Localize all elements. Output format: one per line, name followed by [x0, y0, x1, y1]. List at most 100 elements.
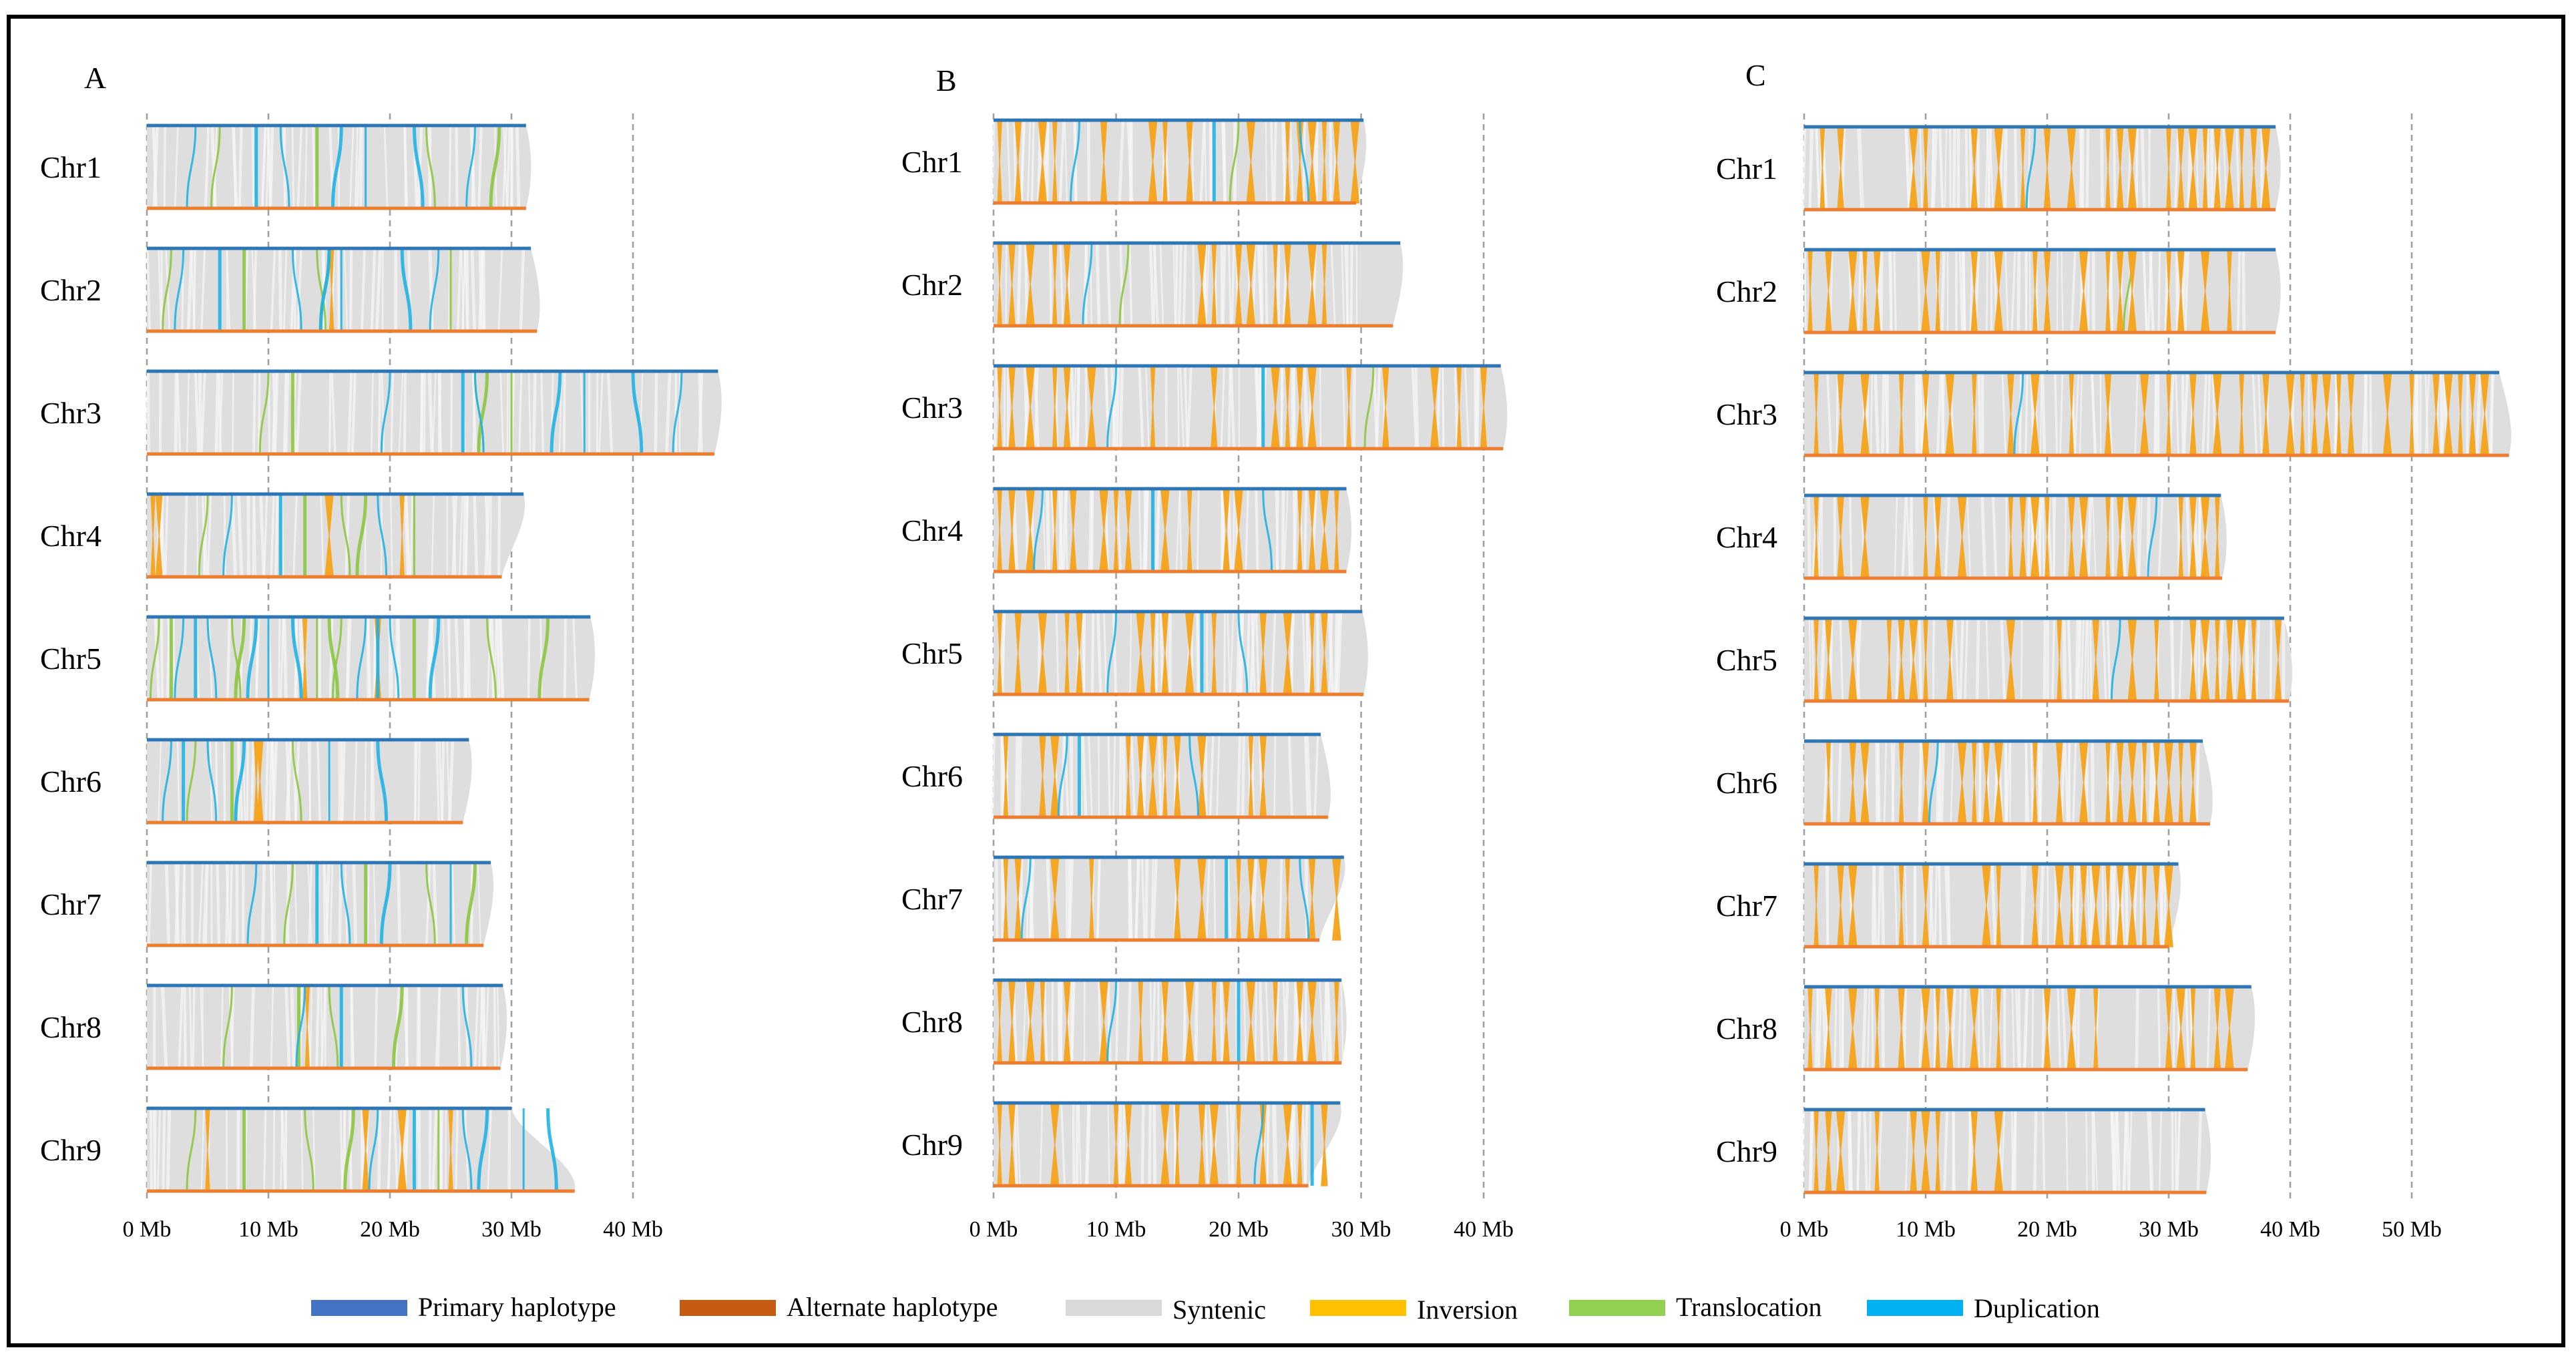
syntenic-link: [1138, 488, 1142, 572]
syntenic-link: [351, 985, 355, 1069]
syntenic-link: [2004, 249, 2009, 333]
syntenic-link: [427, 125, 432, 209]
legend-swatch-syntenic: [1066, 1300, 1162, 1316]
syntenic-link: [1303, 488, 1308, 572]
syntenic-link: [1275, 488, 1279, 572]
syntenic-link: [2163, 863, 2167, 947]
syntenic-band: [1804, 987, 2256, 1070]
syntenic-link: [448, 125, 452, 209]
syntenic-link: [152, 125, 159, 209]
syntenic-link: [398, 371, 404, 455]
syntenic-link: [1229, 611, 1235, 695]
syntenic-link: [2412, 372, 2418, 456]
syntenic-link: [447, 739, 455, 823]
x-tick-label: 40 Mb: [2260, 1217, 2320, 1242]
syntenic-link: [2201, 372, 2208, 456]
syntenic-link: [1046, 488, 1051, 572]
syntenic-link: [1287, 734, 1293, 818]
syntenic-link: [1861, 986, 1868, 1070]
syntenic-link: [1186, 365, 1193, 449]
x-tick-label: 50 Mb: [2382, 1217, 2442, 1242]
syntenic-link: [1013, 120, 1017, 204]
syntenic-link: [265, 125, 270, 209]
syntenic-link: [226, 248, 228, 332]
syntenic-link: [200, 371, 206, 455]
syntenic-link: [482, 248, 486, 332]
syntenic-link: [228, 862, 233, 946]
syntenic-link: [1992, 495, 1998, 579]
syntenic-link: [270, 493, 275, 578]
syntenic-link: [1817, 986, 1823, 1070]
syntenic-link: [2064, 495, 2067, 579]
syntenic-link: [2041, 986, 2046, 1070]
syntenic-link: [1047, 857, 1052, 941]
syntenic-link: [1178, 488, 1183, 572]
syntenic-link: [2157, 495, 2164, 579]
syntenic-link: [1966, 495, 1971, 579]
legend-label-primary: Primary haplotype: [418, 1292, 616, 1322]
syntenic-link: [1335, 611, 1341, 695]
syntenic-link: [1436, 365, 1441, 449]
syntenic-link: [991, 734, 996, 818]
syntenic-link: [220, 985, 224, 1069]
syntenic-link: [223, 493, 226, 578]
chromosome-row-chr5: Chr5: [40, 615, 595, 702]
syntenic-link: [349, 125, 355, 209]
chromosome-row-chr1: Chr1: [901, 118, 1367, 205]
chromosome-row-chr1: Chr1: [1716, 125, 2281, 212]
syntenic-link: [264, 739, 270, 823]
chromosome-row-chr7: Chr7: [40, 861, 494, 947]
duplication-link: [1299, 120, 1310, 204]
duplication-link: [1299, 857, 1310, 941]
syntenic-link: [460, 248, 465, 332]
syntenic-link: [2010, 1109, 2014, 1193]
syntenic-link: [1303, 365, 1309, 449]
syntenic-link: [1967, 1109, 1972, 1193]
chromosome-row-chr7: Chr7: [1716, 862, 2181, 949]
syntenic-link: [489, 493, 492, 578]
syntenic-link: [1251, 611, 1256, 695]
syntenic-link: [1950, 740, 1954, 825]
syntenic-link: [1305, 734, 1312, 818]
syntenic-link: [1058, 120, 1065, 204]
syntenic-link: [281, 493, 284, 578]
syntenic-link: [2222, 126, 2227, 210]
syntenic-link: [285, 739, 291, 823]
syntenic-link: [496, 985, 500, 1069]
syntenic-link: [405, 1108, 409, 1192]
syntenic-link: [1231, 242, 1235, 326]
syntenic-link: [1352, 365, 1356, 449]
x-tick-label: 20 Mb: [2017, 1217, 2077, 1242]
syntenic-link: [2077, 986, 2080, 1070]
syntenic-link: [1017, 734, 1022, 818]
translocation-link: [1118, 242, 1130, 326]
syntenic-link: [2140, 126, 2146, 210]
syntenic-link: [1026, 857, 1030, 941]
syntenic-link: [249, 985, 255, 1069]
syntenic-link: [148, 862, 152, 946]
syntenic-link: [993, 365, 999, 449]
syntenic-link: [291, 125, 295, 209]
translocation-link: [283, 862, 294, 946]
syntenic-link: [484, 493, 491, 578]
syntenic-link: [1821, 986, 1827, 1070]
syntenic-link: [192, 985, 196, 1069]
syntenic-link: [439, 1108, 443, 1192]
translocation-link: [340, 493, 351, 578]
duplication-link: [1253, 1102, 1265, 1186]
syntenic-link: [1227, 365, 1232, 449]
syntenic-link: [1199, 120, 1206, 204]
syntenic-link: [2062, 618, 2067, 702]
syntenic-link: [2128, 1109, 2133, 1193]
syntenic-link: [2196, 1109, 2203, 1193]
syntenic-link: [1978, 372, 1982, 456]
syntenic-link: [1191, 120, 1195, 204]
syntenic-link: [1283, 488, 1289, 572]
syntenic-link: [2053, 495, 2057, 579]
syntenic-link: [280, 1108, 283, 1192]
syntenic-link: [1874, 372, 1880, 456]
syntenic-link: [1059, 242, 1064, 326]
duplication-link: [1033, 488, 1044, 572]
syntenic-link: [1808, 126, 1812, 210]
syntenic-link: [2066, 740, 2071, 825]
